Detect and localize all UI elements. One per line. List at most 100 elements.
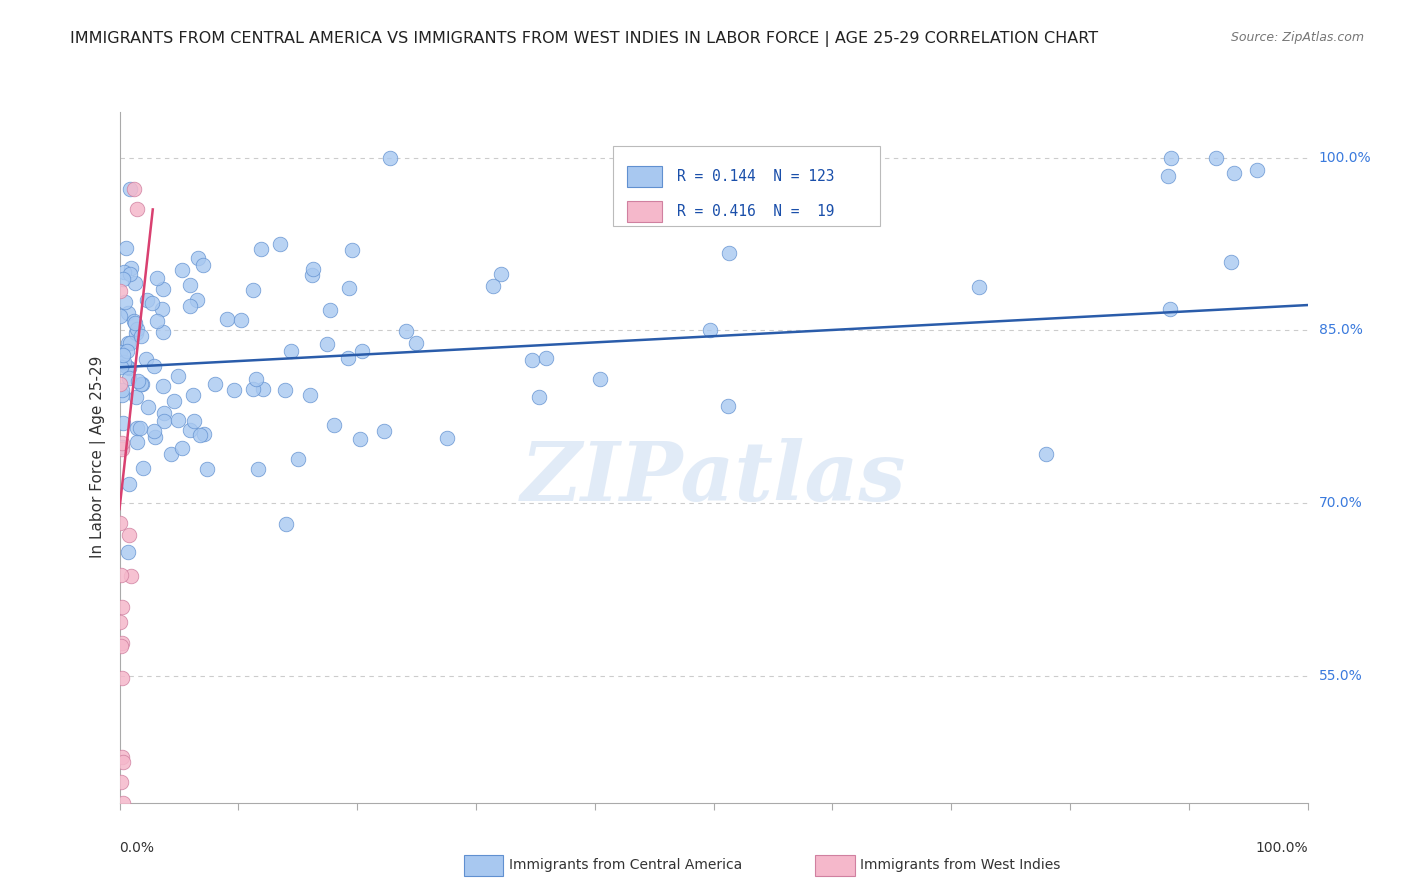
Point [222,383,245,397]
Point [246,462,269,476]
Point [132,461,155,475]
Point [287,451,309,466]
Point [111,599,134,614]
Point [110,435,132,450]
Point [204,377,226,392]
Point [183,414,205,428]
Point [436,431,458,445]
Point [152,282,174,296]
Point [242,382,264,396]
Point [145,270,167,285]
Bar [627,201,662,221]
Point [245,372,267,386]
Point [143,424,166,438]
Point [117,335,139,350]
Point [717,399,740,413]
Point [125,421,148,435]
Point [179,423,201,437]
Point [153,414,176,428]
Point [120,568,142,582]
Bar [627,166,662,186]
Point [125,434,148,449]
Point [111,440,134,454]
Point [1246,163,1268,178]
Point [111,383,134,397]
Point [111,749,134,764]
Point [110,345,132,359]
Point [122,182,145,196]
Text: 0.0%: 0.0% [120,841,155,855]
Point [319,303,342,318]
Point [301,268,323,282]
Point [110,775,132,789]
Text: 85.0%: 85.0% [1319,324,1362,337]
Point [534,351,557,365]
Point [117,306,139,320]
Point [1159,301,1181,316]
Point [529,391,551,405]
Point [110,285,132,299]
Point [122,314,145,328]
Point [1160,151,1182,165]
Point [111,636,134,650]
Point [131,377,153,392]
Point [111,796,134,810]
Point [141,296,163,310]
Point [522,352,544,367]
Point [316,337,339,351]
Point [110,359,132,374]
Point [118,267,141,281]
Point [166,412,188,426]
Point [111,416,134,430]
Point [112,265,135,279]
Point [110,568,132,582]
Point [111,387,134,401]
Text: ZIPatlas: ZIPatlas [520,438,907,518]
Point [146,313,169,327]
Point [301,262,323,277]
Text: 100.0%: 100.0% [1319,151,1371,165]
Point [129,377,152,392]
Point [111,442,134,456]
Text: R = 0.416  N =  19: R = 0.416 N = 19 [676,203,834,219]
Point [167,369,190,384]
Text: IMMIGRANTS FROM CENTRAL AMERICA VS IMMIGRANTS FROM WEST INDIES IN LABOR FORCE | : IMMIGRANTS FROM CENTRAL AMERICA VS IMMIG… [70,31,1098,47]
Point [138,400,160,414]
Point [112,354,135,368]
Point [112,272,135,286]
Point [112,756,135,770]
Point [118,371,141,385]
Point [117,545,139,559]
Point [118,182,141,196]
Point [135,351,157,366]
Point [352,343,374,358]
Point [127,202,149,216]
Point [405,336,427,351]
Point [187,252,209,266]
Point [349,432,371,446]
Point [114,294,136,309]
Point [142,359,165,373]
Point [120,261,142,276]
Point [274,517,297,532]
Point [810,151,832,165]
Point [120,335,142,350]
Point [489,267,512,281]
Point [163,393,186,408]
Point [179,299,201,313]
Point [152,325,174,339]
Point [152,379,174,393]
Point [179,278,201,293]
Point [193,427,215,442]
Point [125,326,148,340]
Point [790,195,813,210]
Point [118,361,141,376]
Point [108,377,131,392]
Text: Source: ZipAtlas.com: Source: ZipAtlas.com [1230,31,1364,45]
Point [181,388,204,402]
Point [124,316,146,330]
Point [589,371,612,385]
Point [395,324,418,338]
Point [129,329,152,343]
Point [967,280,990,294]
